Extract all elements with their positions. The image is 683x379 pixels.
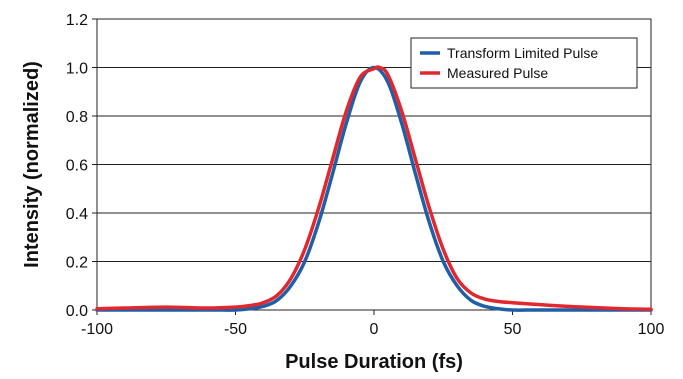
y-tick-label-0: 0.0 [66, 303, 88, 320]
x-tick-label-0: -100 [81, 321, 113, 338]
x-tick-label-4: 100 [638, 321, 665, 338]
grid-lines [97, 67, 651, 262]
series-lines [95, 65, 653, 312]
y-tick-label-1: 0.2 [66, 255, 88, 272]
x-axis-ticks: -100 -50 0 50 100 [81, 310, 664, 338]
y-tick-label-6: 1.2 [66, 12, 88, 29]
y-tick-label-4: 0.8 [66, 109, 88, 126]
series-line-transform-limited [95, 65, 653, 312]
y-tick-label-2: 0.4 [66, 206, 88, 223]
x-tick-label-1: -50 [224, 321, 247, 338]
legend: Transform Limited Pulse Measured Pulse [410, 37, 638, 89]
legend-label-measured: Measured Pulse [447, 65, 548, 81]
y-axis-title: Intensity (normalized) [21, 61, 43, 268]
x-tick-label-2: 0 [370, 321, 379, 338]
legend-box [410, 37, 638, 89]
y-axis-ticks: 0.0 0.2 0.4 0.6 0.8 1.0 1.2 [66, 12, 97, 320]
y-tick-label-5: 1.0 [66, 61, 88, 78]
legend-label-transform-limited: Transform Limited Pulse [447, 45, 598, 61]
x-axis-title: Pulse Duration (fs) [285, 351, 463, 373]
y-tick-label-3: 0.6 [66, 158, 88, 175]
series-line-measured [95, 65, 653, 312]
x-tick-label-3: 50 [504, 321, 522, 338]
